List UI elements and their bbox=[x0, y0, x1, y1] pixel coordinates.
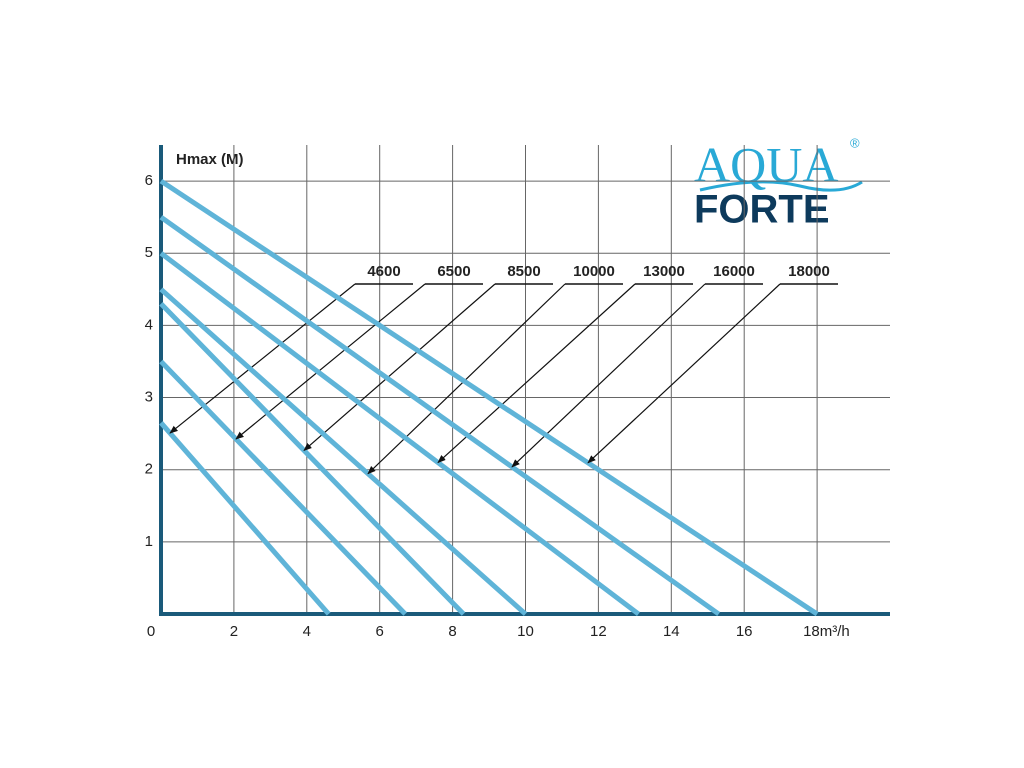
series-line bbox=[159, 421, 331, 616]
x-tick-label: 0 bbox=[147, 623, 155, 640]
x-tick-label: 18m³/h bbox=[803, 623, 850, 640]
series-line bbox=[159, 359, 408, 616]
logo-forte: FORTE bbox=[694, 188, 830, 232]
series-label: 10000 bbox=[573, 263, 615, 280]
label-arrow bbox=[511, 283, 706, 468]
x-tick-label: 10 bbox=[517, 623, 534, 640]
x-tick-label: 14 bbox=[663, 623, 680, 640]
label-arrow bbox=[235, 283, 426, 440]
label-arrow bbox=[303, 283, 496, 451]
y-tick-label: 4 bbox=[145, 316, 153, 333]
y-tick-label: 3 bbox=[145, 389, 153, 406]
label-arrow bbox=[437, 283, 636, 464]
series-label: 6500 bbox=[437, 263, 470, 280]
series-line bbox=[159, 301, 466, 616]
label-arrow bbox=[169, 283, 356, 434]
x-tick-label: 6 bbox=[376, 623, 384, 640]
label-arrow bbox=[587, 283, 781, 464]
x-tick-label: 12 bbox=[590, 623, 607, 640]
y-axis-label: Hmax (M) bbox=[176, 151, 244, 168]
x-tick-label: 4 bbox=[303, 623, 311, 640]
series-line bbox=[159, 215, 721, 617]
y-tick-label: 1 bbox=[145, 533, 153, 550]
series-label: 18000 bbox=[788, 263, 830, 280]
series-label: 4600 bbox=[367, 263, 400, 280]
series-line bbox=[159, 178, 819, 617]
label-arrow bbox=[367, 283, 566, 475]
series-line bbox=[159, 287, 528, 616]
series-label: 8500 bbox=[507, 263, 540, 280]
logo-wave bbox=[699, 180, 863, 192]
x-tick-label: 8 bbox=[448, 623, 456, 640]
x-tick-label: 16 bbox=[736, 623, 753, 640]
y-tick-label: 2 bbox=[145, 461, 153, 478]
x-tick-label: 2 bbox=[230, 623, 238, 640]
series-label: 16000 bbox=[713, 263, 755, 280]
logo-mark: ® bbox=[850, 135, 860, 150]
series-line bbox=[159, 251, 641, 616]
series-label: 13000 bbox=[643, 263, 685, 280]
y-tick-label: 5 bbox=[145, 244, 153, 261]
y-tick-label: 6 bbox=[145, 172, 153, 189]
